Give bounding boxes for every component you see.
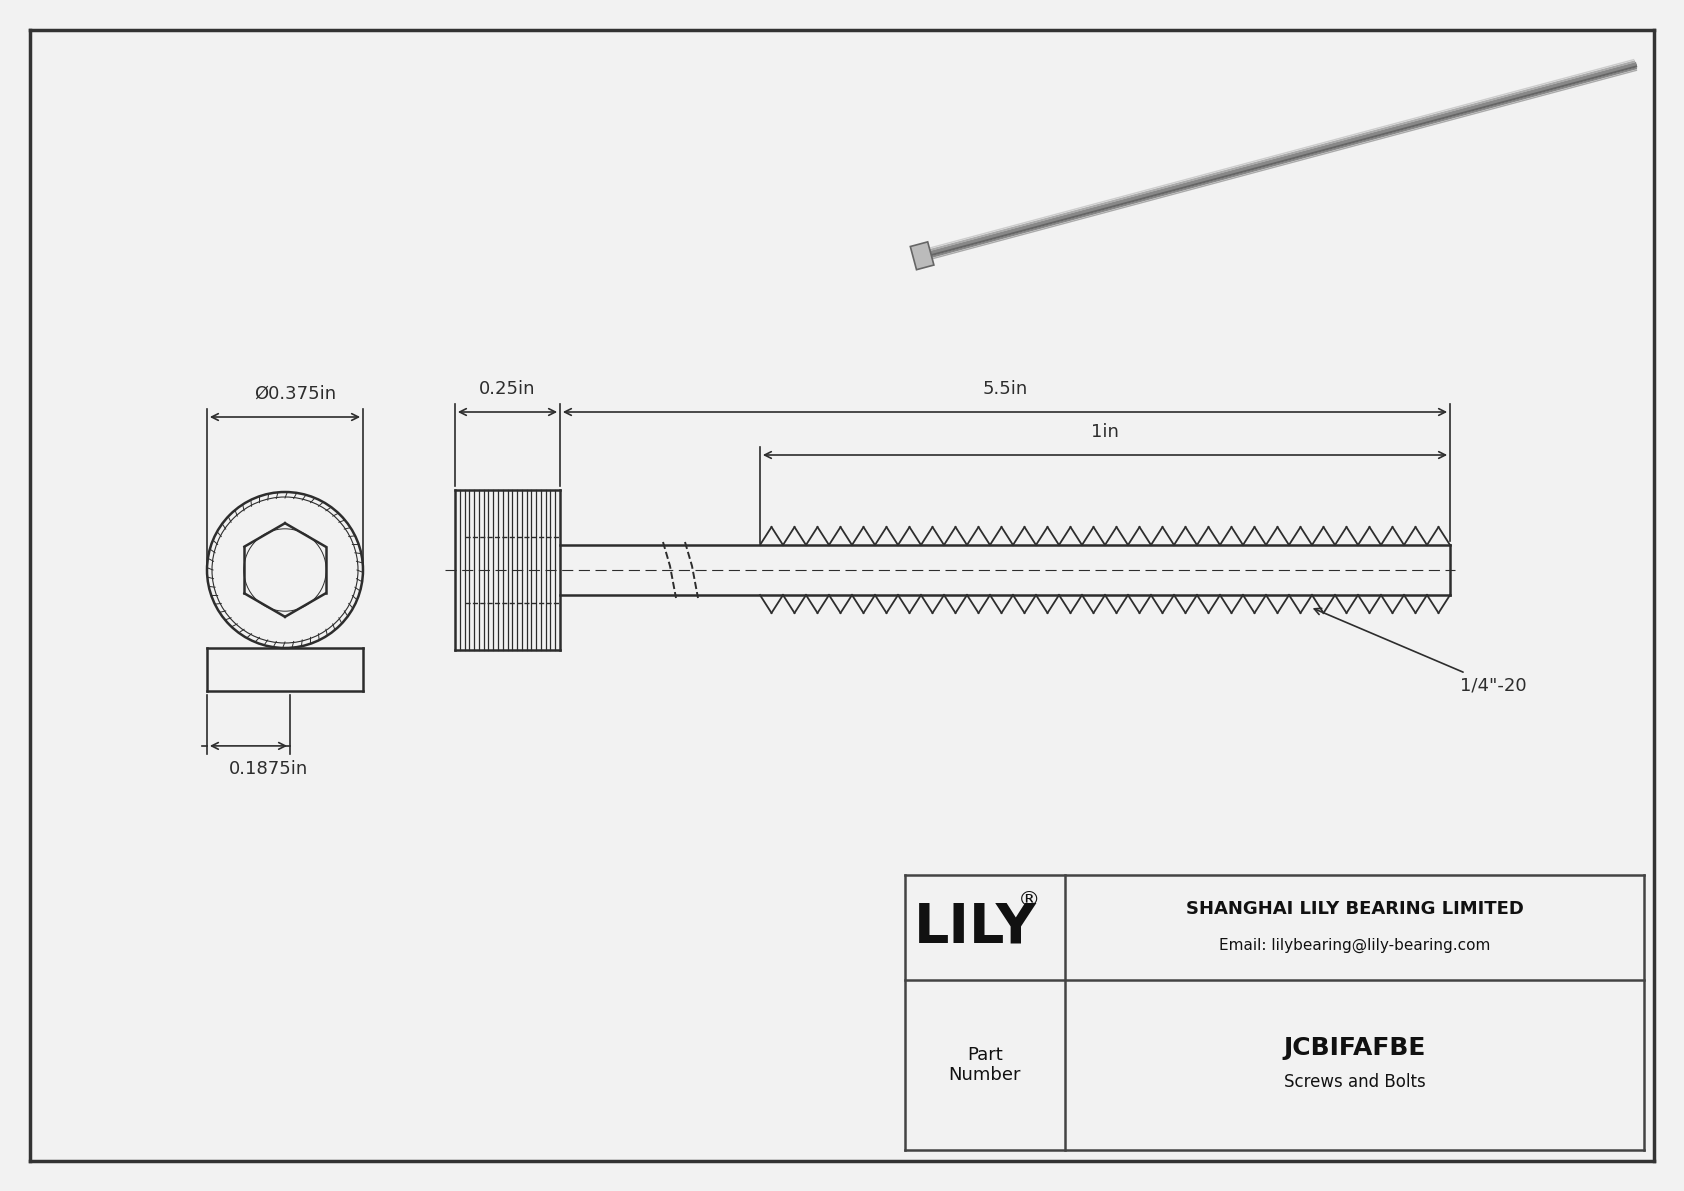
Text: 0.1875in: 0.1875in [229,760,308,778]
Text: SHANGHAI LILY BEARING LIMITED: SHANGHAI LILY BEARING LIMITED [1186,900,1524,918]
Text: 5.5in: 5.5in [982,380,1027,398]
Text: 1/4"-20: 1/4"-20 [1314,609,1527,694]
Text: LILY: LILY [913,900,1036,954]
Text: Screws and Bolts: Screws and Bolts [1283,1073,1425,1091]
Text: Email: lilybearing@lily-bearing.com: Email: lilybearing@lily-bearing.com [1219,937,1490,953]
Text: ®: ® [1017,890,1041,910]
Text: 0.25in: 0.25in [480,380,536,398]
Text: Part
Number: Part Number [948,1046,1021,1084]
Polygon shape [911,242,935,269]
Text: JCBIFAFBE: JCBIFAFBE [1283,1036,1426,1060]
Text: Ø0.375in: Ø0.375in [254,385,337,403]
Text: 1in: 1in [1091,423,1118,441]
